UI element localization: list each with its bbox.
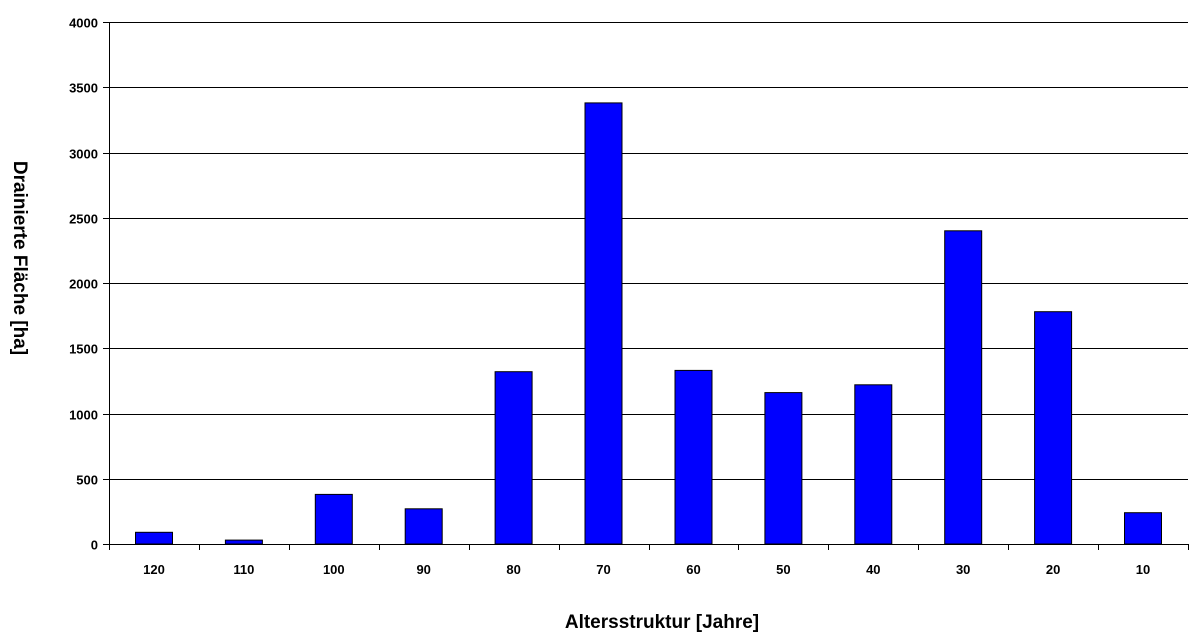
y-tick-label: 3000 <box>69 147 98 162</box>
bar <box>855 385 892 544</box>
x-tick-label: 50 <box>776 562 790 577</box>
y-tick-label: 500 <box>76 473 98 488</box>
bars <box>136 103 1162 544</box>
bar <box>225 540 262 544</box>
axes <box>103 22 1189 550</box>
bar <box>136 532 173 544</box>
y-tick-label: 0 <box>91 538 98 553</box>
x-tick-label: 20 <box>1046 562 1060 577</box>
bar <box>1035 312 1072 544</box>
bar <box>765 393 802 544</box>
bar <box>945 231 982 544</box>
y-tick-label: 1000 <box>69 408 98 423</box>
x-tick-label: 120 <box>143 562 165 577</box>
y-tick-label: 4000 <box>69 16 98 31</box>
x-tick-label: 30 <box>956 562 970 577</box>
x-tick-labels: 120 110 100 90 80 70 60 50 40 30 20 10 <box>143 562 1150 577</box>
x-tick-label: 10 <box>1136 562 1150 577</box>
bar <box>495 372 532 544</box>
y-tick-label: 3500 <box>69 81 98 96</box>
x-tick-label: 60 <box>686 562 700 577</box>
x-tick-label: 100 <box>323 562 345 577</box>
x-tick-label: 70 <box>596 562 610 577</box>
x-tick-label: 80 <box>506 562 520 577</box>
y-tick-label: 2500 <box>69 212 98 227</box>
y-axis-title: Drainierte Fläche [ha] <box>9 161 30 355</box>
bar <box>405 509 442 544</box>
bar <box>1125 513 1162 544</box>
x-axis-title: Altersstruktur [Jahre] <box>565 612 759 633</box>
y-tick-label: 1500 <box>69 342 98 357</box>
bar <box>315 494 352 544</box>
x-tick-label: 90 <box>416 562 430 577</box>
bar <box>585 103 622 544</box>
y-tick-label: 2000 <box>69 277 98 292</box>
gridlines <box>109 23 1188 480</box>
x-tick-label: 110 <box>233 562 254 577</box>
bar <box>675 370 712 544</box>
x-tick-label: 40 <box>866 562 880 577</box>
y-tick-labels: 0 500 1000 1500 2000 2500 3000 3500 4000 <box>69 16 98 553</box>
